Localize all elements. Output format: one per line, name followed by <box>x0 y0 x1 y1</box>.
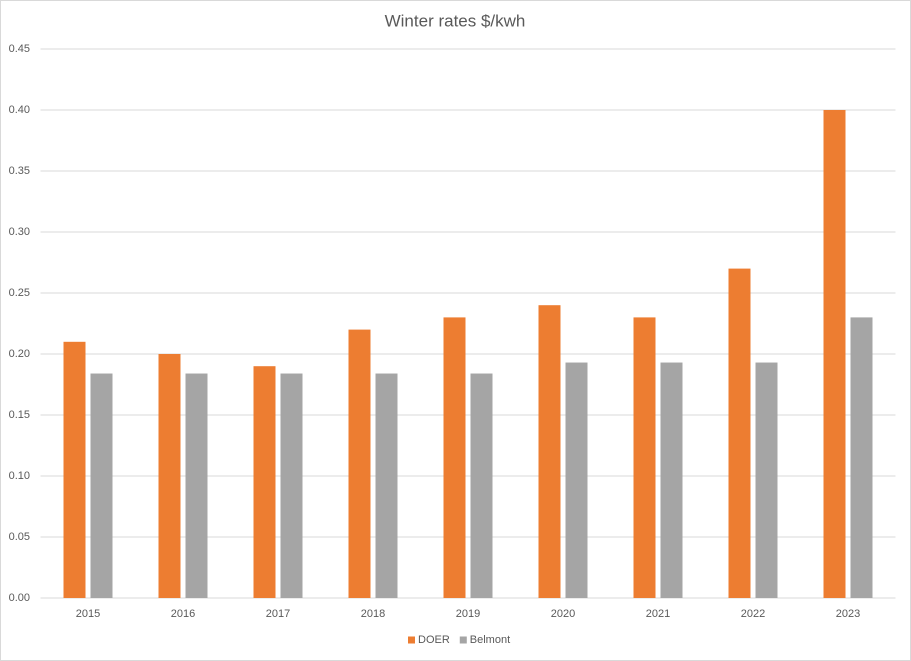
bar <box>728 268 751 598</box>
bar <box>470 373 493 598</box>
x-tick-label: 2023 <box>836 608 860 620</box>
bar <box>253 366 276 598</box>
y-tick-label: 0.05 <box>9 531 30 543</box>
chart-title: Winter rates $/kwh <box>385 11 526 30</box>
y-tick-label: 0.45 <box>9 43 30 55</box>
legend-swatch <box>408 636 415 644</box>
legend-label: DOER <box>418 634 450 646</box>
y-tick-label: 0.35 <box>9 165 30 177</box>
y-tick-label: 0.25 <box>9 287 30 299</box>
x-tick-label: 2020 <box>551 608 575 620</box>
bar <box>280 373 303 598</box>
bar <box>755 362 778 598</box>
y-tick-label: 0.20 <box>9 348 30 360</box>
x-tick-label: 2021 <box>646 608 670 620</box>
bar <box>443 317 466 598</box>
y-tick-label: 0.10 <box>9 470 30 482</box>
bar <box>375 373 398 598</box>
bar <box>185 373 208 598</box>
bar <box>823 110 846 598</box>
y-tick-label: 0.30 <box>9 226 30 238</box>
bar <box>538 305 561 598</box>
bar <box>63 341 86 598</box>
bar <box>633 317 656 598</box>
legend-label: Belmont <box>470 634 510 646</box>
x-tick-label: 2016 <box>171 608 195 620</box>
x-tick-label: 2022 <box>741 608 765 620</box>
bar <box>850 317 873 598</box>
y-tick-label: 0.00 <box>9 592 30 604</box>
legend-swatch <box>459 636 467 644</box>
y-tick-label: 0.15 <box>9 409 30 421</box>
x-tick-label: 2017 <box>266 608 290 620</box>
bar <box>348 329 371 598</box>
bar <box>565 362 588 598</box>
bar <box>158 354 181 598</box>
y-tick-label: 0.40 <box>9 104 30 116</box>
x-tick-label: 2019 <box>456 608 480 620</box>
x-tick-label: 2018 <box>361 608 385 620</box>
bar <box>660 362 683 598</box>
x-tick-label: 2015 <box>76 608 100 620</box>
bar <box>90 373 113 598</box>
